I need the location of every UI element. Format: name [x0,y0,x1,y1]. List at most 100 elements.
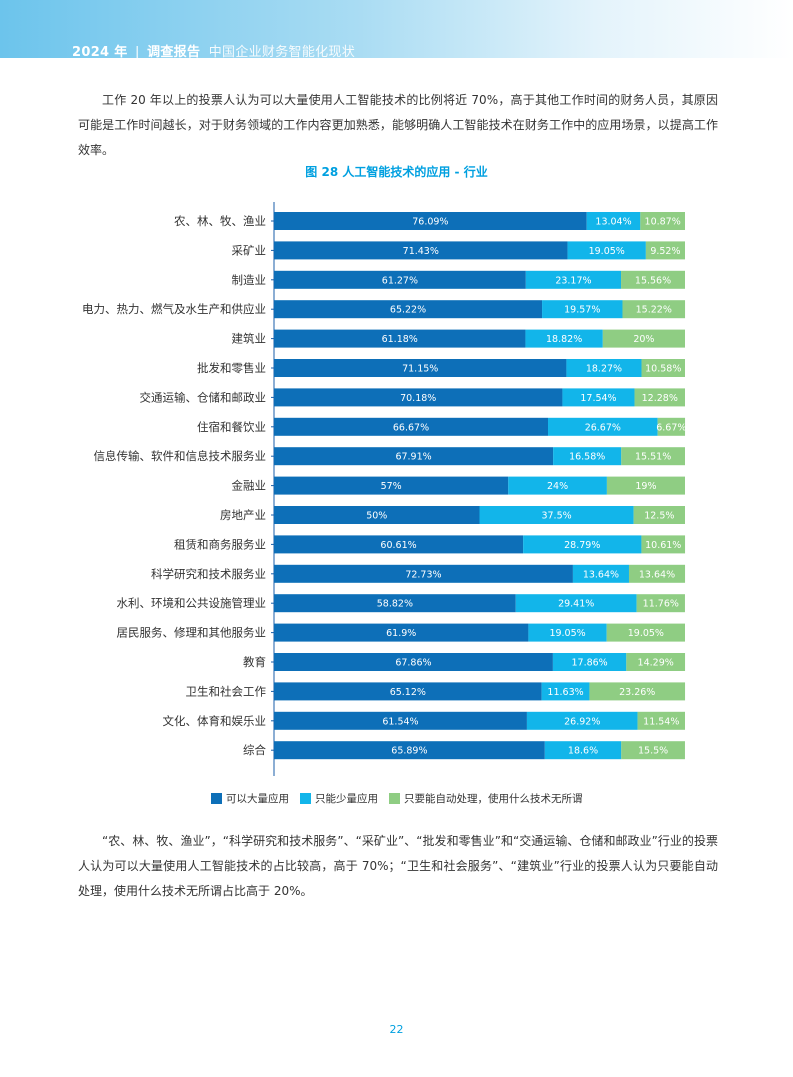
bar-segment [274,476,509,495]
data-label: 19.05% [549,628,585,639]
data-label: 72.73% [405,569,441,580]
bar-segment [274,623,529,642]
data-label: 67.91% [395,452,431,463]
data-label: 19.05% [589,246,625,257]
header-separator: | [134,45,140,60]
legend-swatch-heavy-use [211,793,222,804]
bar-segment [274,270,526,289]
data-label: 61.54% [382,716,418,727]
bar-segment [552,653,627,671]
data-label: 10.61% [645,540,681,551]
data-label: 19.57% [564,305,600,316]
data-label: 61.27% [382,275,418,286]
bar-segment [274,359,567,377]
bar-segment [634,388,685,407]
bar-segment [274,417,549,436]
bar-segment [657,417,686,436]
bar-segment [562,388,635,407]
data-label: 12.5% [644,511,674,522]
legend-item-any-tech: 只要能自动处理，使用什么技术无所谓 [389,791,583,806]
data-label: 11.54% [643,716,679,727]
bar-segment [274,653,553,671]
bar-segment [628,564,686,583]
data-label: 50% [366,511,387,522]
data-label: 26.67% [585,422,621,433]
category-label: 建筑业 [232,332,267,346]
data-label: 71.15% [402,364,438,375]
data-label: 16.58% [569,452,605,463]
bar-segment [572,564,629,583]
data-label: 19.05% [628,628,664,639]
bar-segment [641,359,685,377]
header-subtitle: 中国企业财务智能化现状 [208,45,356,60]
data-label: 10.58% [645,364,681,375]
bar-segment [274,329,526,348]
bar-segment [553,447,622,466]
bar-segment [641,535,686,554]
category-label: 科学研究和技术服务业 [151,567,266,581]
category-label: 住宿和餐饮业 [197,420,266,434]
page-number: 22 [389,1023,404,1036]
bar-segment [525,270,622,289]
category-label: 制造业 [232,273,267,287]
category-label: 电力、热力、燃气及水生产和供应业 [82,302,266,316]
data-label: 61.9% [386,628,416,639]
data-label: 13.04% [595,217,631,228]
data-label: 20% [633,334,654,345]
bar-segment [645,241,685,260]
data-label: 10.87% [645,217,681,228]
bar-segment [274,388,563,407]
bar-segment [606,476,685,495]
bar-segment [523,535,642,554]
data-label: 11.76% [643,599,679,610]
data-label: 65.22% [390,305,426,316]
bar-segment [606,623,685,642]
data-label: 57% [381,481,402,492]
category-label: 批发和零售业 [197,361,266,375]
bar-segment [566,359,642,377]
header-band [0,0,793,58]
bar-segment [515,594,637,613]
data-label: 18.6% [568,746,598,757]
category-label: 综合 [243,743,266,757]
bar-segment [589,682,686,701]
data-label: 11.63% [547,687,583,698]
data-label: 14.29% [638,658,674,669]
bar-segment [602,329,685,348]
data-label: 24% [547,481,568,492]
bar-segment [528,623,607,642]
data-label: 18.82% [546,334,582,345]
bar-segment [567,241,646,260]
bar-segment [586,212,641,230]
category-label: 文化、体育和娱乐业 [163,714,267,728]
bar-segment [274,241,568,260]
data-label: 23.26% [619,687,655,698]
legend-item-heavy-use: 可以大量应用 [211,791,289,806]
data-label: 19% [635,481,656,492]
data-label: 65.89% [391,746,427,757]
bar-segment [274,682,542,701]
data-label: 6.67% [656,422,686,433]
bar-segment [542,300,623,319]
bar-segment [525,329,603,348]
data-label: 15.5% [638,746,668,757]
bar-segment [633,506,685,524]
data-label: 15.56% [635,275,671,286]
category-label: 房地产业 [220,508,266,522]
category-label: 信息传输、软件和信息技术服务业 [94,449,267,463]
bar-segment [274,741,545,760]
bar-segment [479,506,634,524]
data-label: 23.17% [555,275,591,286]
bar-segment [274,711,527,730]
category-label: 农、林、牧、渔业 [174,214,266,228]
data-label: 66.67% [393,422,429,433]
data-label: 76.09% [412,217,448,228]
bar-segment [621,447,685,466]
data-label: 13.64% [639,569,675,580]
category-label: 采矿业 [232,243,267,257]
bar-segment [274,300,543,319]
bar-segment [548,417,658,436]
data-label: 18.27% [586,364,622,375]
data-label: 15.22% [636,305,672,316]
